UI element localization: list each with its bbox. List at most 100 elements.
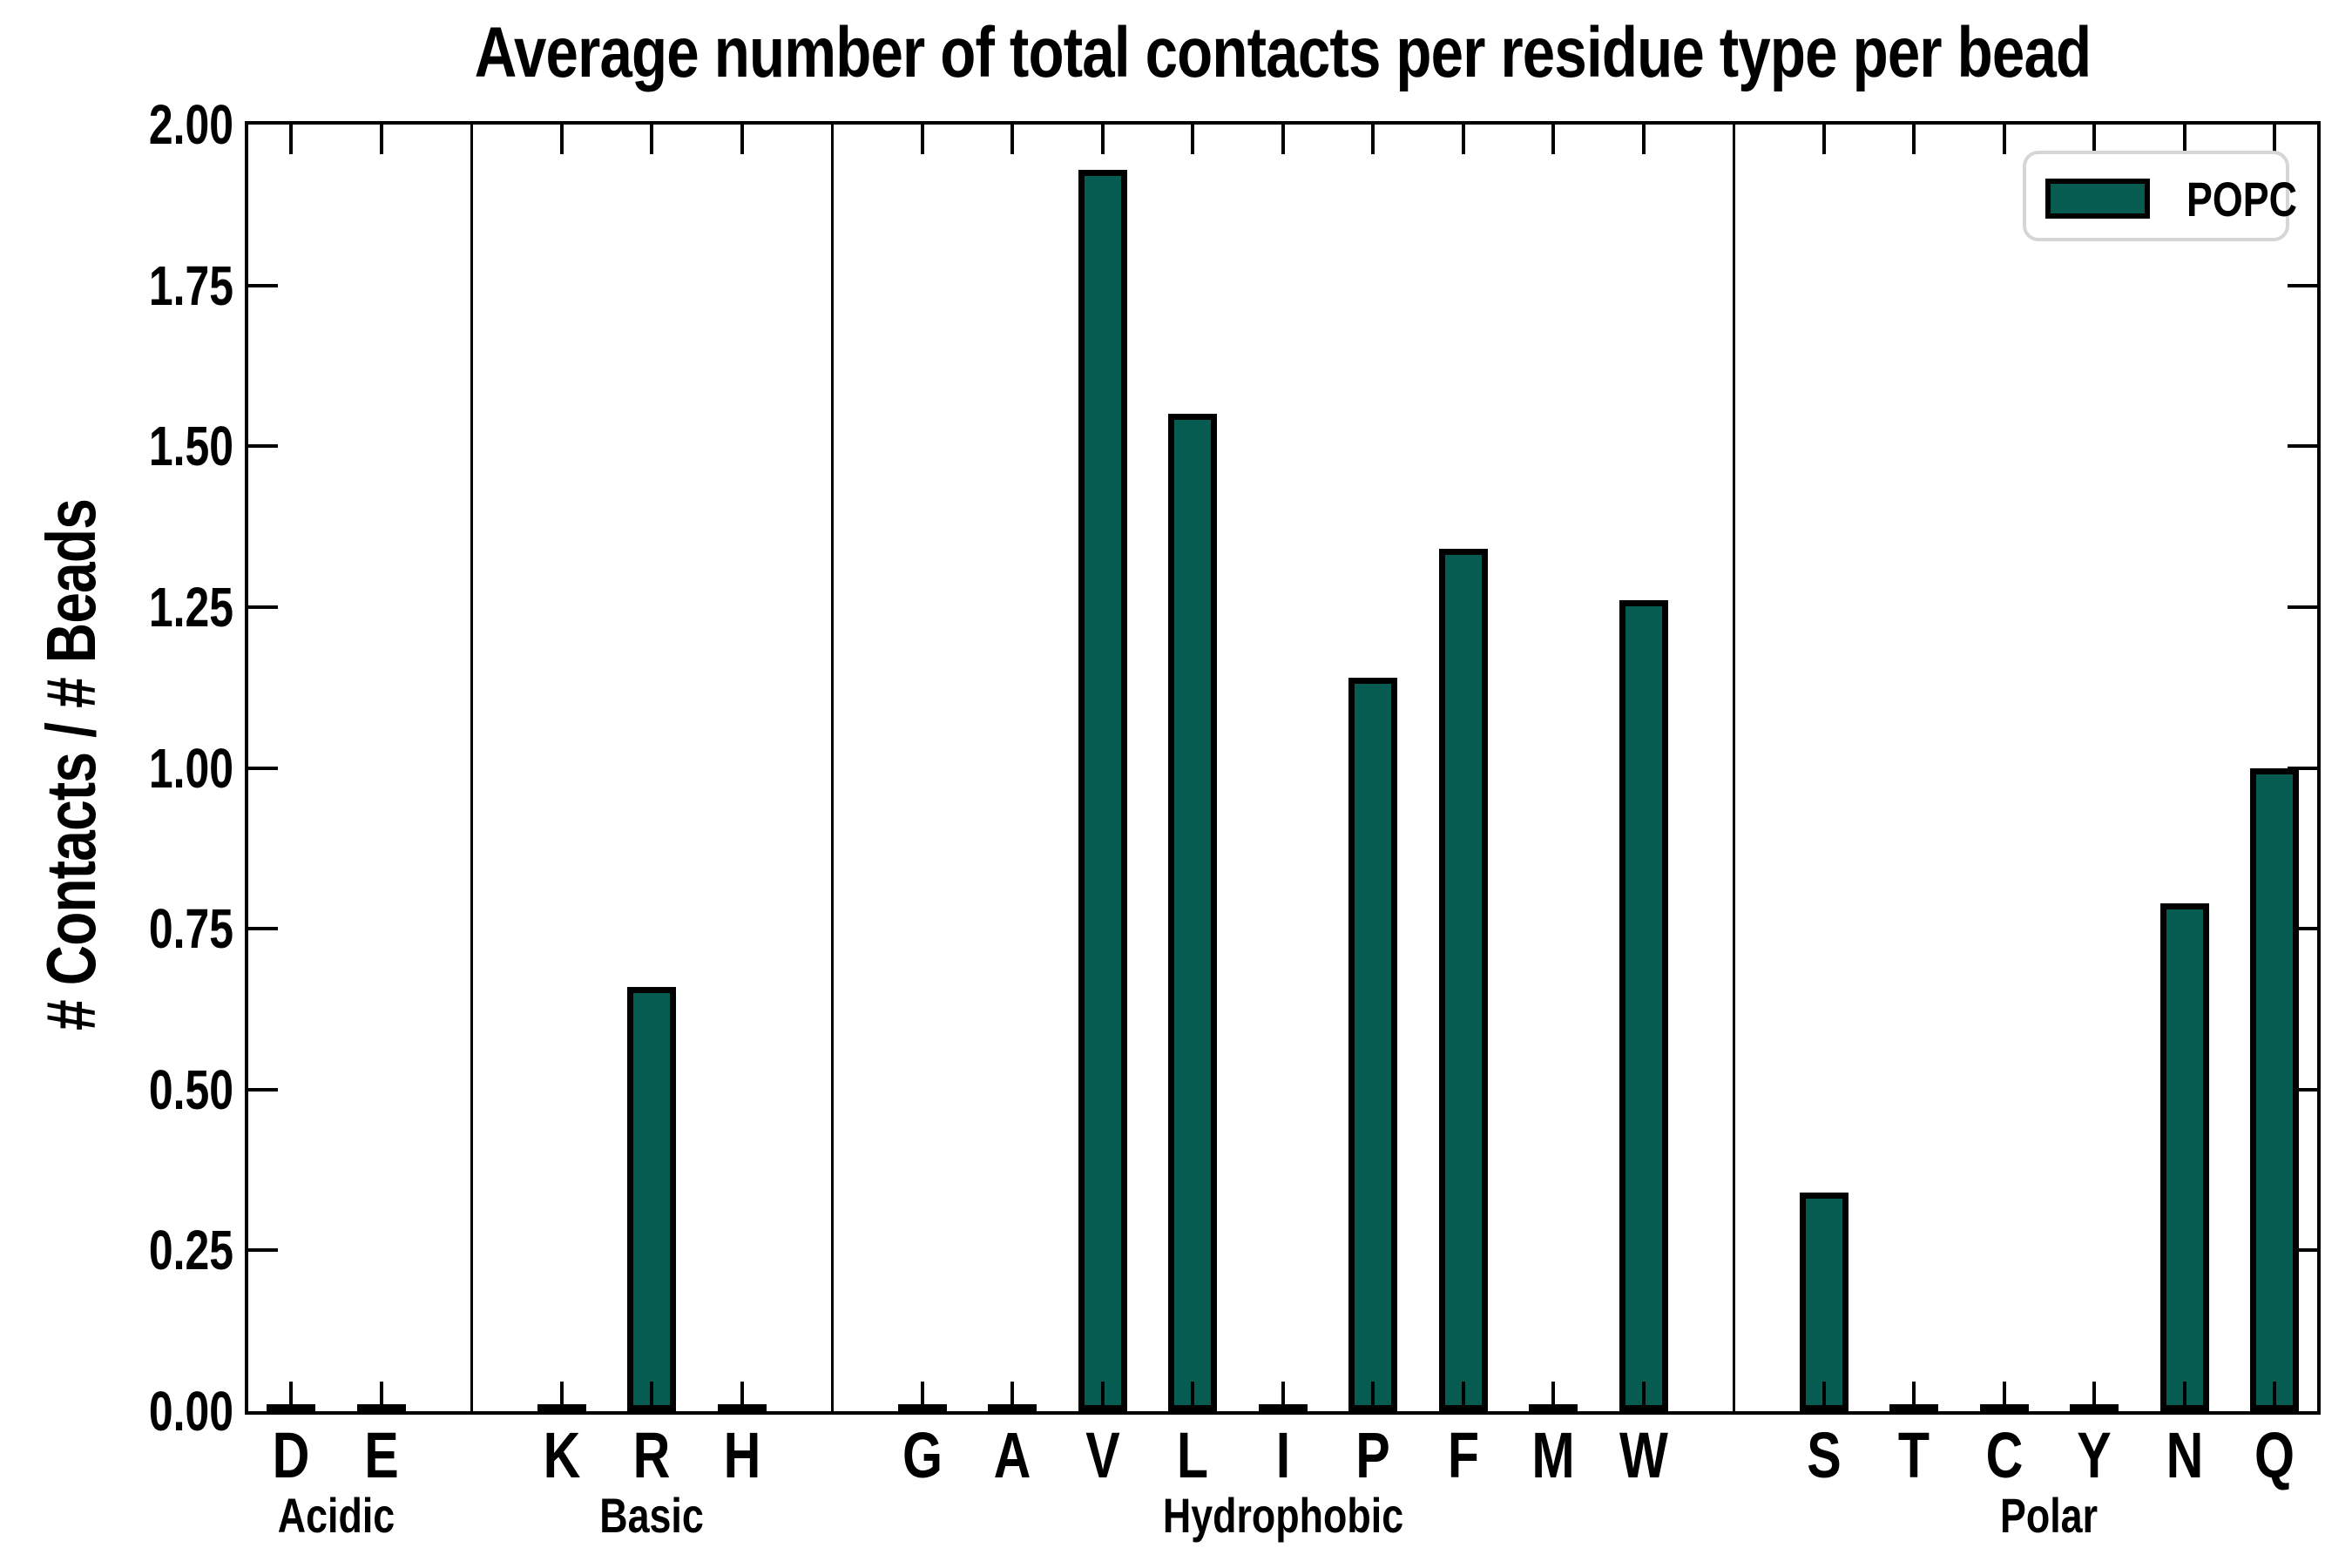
y-tick-label: 1.00 bbox=[148, 736, 233, 800]
y-tick-right bbox=[2288, 283, 2317, 287]
chart-title: Average number of total contacts per res… bbox=[474, 13, 2092, 92]
y-tick-label: 0.75 bbox=[148, 897, 233, 961]
x-tick-bottom bbox=[2002, 1382, 2006, 1411]
y-tick-right bbox=[2288, 605, 2317, 609]
y-tick-left bbox=[248, 1248, 278, 1253]
x-tick-top bbox=[650, 125, 653, 154]
x-tick-label-A: A bbox=[993, 1419, 1031, 1491]
x-tick-label-Y: Y bbox=[2077, 1419, 2112, 1491]
group-label-basic: Basic bbox=[599, 1488, 704, 1543]
x-tick-label-C: C bbox=[1985, 1419, 2023, 1491]
y-tick-label: 1.50 bbox=[148, 415, 233, 478]
x-tick-bottom bbox=[2182, 1382, 2186, 1411]
x-tick-label-P: P bbox=[1355, 1419, 1390, 1491]
x-tick-top bbox=[1641, 125, 1646, 154]
x-tick-top bbox=[1551, 125, 1555, 154]
bar-P bbox=[1348, 678, 1397, 1411]
y-tick-left bbox=[248, 766, 278, 770]
bar-Q bbox=[2250, 767, 2299, 1411]
x-tick-bottom bbox=[1281, 1382, 1285, 1411]
bar-W bbox=[1619, 600, 1668, 1411]
bar-L bbox=[1168, 414, 1217, 1411]
x-tick-bottom bbox=[379, 1382, 383, 1411]
bar-S bbox=[1799, 1192, 1848, 1411]
legend-swatch-popc bbox=[2045, 179, 2150, 219]
x-tick-bottom bbox=[2092, 1382, 2096, 1411]
x-tick-top bbox=[1371, 125, 1375, 154]
x-tick-label-D: D bbox=[272, 1419, 310, 1491]
x-tick-bottom bbox=[559, 1382, 564, 1411]
y-tick-left bbox=[248, 444, 278, 449]
x-tick-label-V: V bbox=[1085, 1419, 1120, 1491]
group-label-polar: Polar bbox=[2000, 1488, 2099, 1543]
x-tick-top bbox=[1281, 125, 1285, 154]
x-tick-bottom bbox=[1100, 1382, 1105, 1411]
x-tick-top bbox=[1191, 125, 1194, 154]
y-tick-left bbox=[248, 927, 278, 931]
y-tick-left bbox=[248, 605, 278, 609]
x-tick-top bbox=[2273, 125, 2276, 154]
x-tick-bottom bbox=[650, 1382, 653, 1411]
x-tick-bottom bbox=[1912, 1382, 1916, 1411]
group-label-acidic: Acidic bbox=[277, 1488, 395, 1543]
x-tick-top bbox=[379, 125, 383, 154]
x-tick-bottom bbox=[1641, 1382, 1646, 1411]
x-tick-label-S: S bbox=[1806, 1419, 1842, 1491]
y-tick-right bbox=[2288, 1087, 2317, 1092]
x-tick-label-Q: Q bbox=[2254, 1419, 2295, 1491]
x-tick-label-L: L bbox=[1176, 1419, 1209, 1491]
x-tick-bottom bbox=[920, 1382, 924, 1411]
bar-F bbox=[1438, 549, 1488, 1411]
legend: POPC bbox=[2023, 151, 2297, 241]
bar-N bbox=[2159, 902, 2209, 1411]
x-tick-top bbox=[740, 125, 744, 154]
x-tick-top bbox=[289, 125, 293, 154]
x-tick-bottom bbox=[289, 1382, 293, 1411]
y-tick-right bbox=[2288, 927, 2317, 931]
group-separator bbox=[470, 125, 473, 1411]
x-tick-bottom bbox=[1461, 1382, 1465, 1411]
bar-R bbox=[627, 986, 676, 1411]
y-tick-label: 0.50 bbox=[148, 1058, 233, 1121]
x-tick-label-E: E bbox=[363, 1419, 399, 1491]
x-tick-label-G: G bbox=[902, 1419, 943, 1491]
y-tick-label: 0.00 bbox=[148, 1380, 233, 1443]
x-tick-label-R: R bbox=[632, 1419, 671, 1491]
x-tick-label-F: F bbox=[1447, 1419, 1479, 1491]
x-tick-bottom bbox=[1010, 1382, 1014, 1411]
x-tick-label-K: K bbox=[543, 1419, 580, 1491]
x-tick-bottom bbox=[1191, 1382, 1194, 1411]
y-tick-label: 1.25 bbox=[148, 575, 233, 639]
x-tick-top bbox=[1461, 125, 1465, 154]
x-tick-top bbox=[1821, 125, 1826, 154]
x-tick-bottom bbox=[1371, 1382, 1375, 1411]
y-tick-right bbox=[2288, 444, 2317, 449]
y-tick-label: 0.25 bbox=[148, 1219, 233, 1282]
x-tick-label-T: T bbox=[1897, 1419, 1930, 1491]
bar-V bbox=[1078, 169, 1127, 1411]
x-tick-bottom bbox=[2273, 1382, 2276, 1411]
group-label-hydrophobic: Hydrophobic bbox=[1162, 1488, 1403, 1543]
y-tick-label: 1.75 bbox=[148, 253, 233, 317]
x-tick-top bbox=[920, 125, 924, 154]
x-tick-top bbox=[1100, 125, 1105, 154]
x-tick-top bbox=[1010, 125, 1014, 154]
y-tick-right bbox=[2288, 766, 2317, 770]
x-tick-bottom bbox=[1821, 1382, 1826, 1411]
group-separator bbox=[830, 125, 834, 1411]
plot-area bbox=[245, 121, 2321, 1415]
y-tick-left bbox=[248, 1087, 278, 1092]
group-separator bbox=[1732, 125, 1735, 1411]
x-tick-top bbox=[2002, 125, 2006, 154]
x-tick-label-M: M bbox=[1531, 1419, 1575, 1491]
x-tick-label-N: N bbox=[2166, 1419, 2203, 1491]
x-tick-top bbox=[1912, 125, 1916, 154]
x-tick-bottom bbox=[1551, 1382, 1555, 1411]
x-tick-label-I: I bbox=[1275, 1419, 1290, 1491]
x-tick-top bbox=[2182, 125, 2186, 154]
y-tick-label: 2.00 bbox=[148, 93, 233, 156]
legend-label-popc: POPC bbox=[2186, 172, 2297, 226]
x-tick-label-W: W bbox=[1619, 1419, 1668, 1491]
x-tick-top bbox=[559, 125, 564, 154]
